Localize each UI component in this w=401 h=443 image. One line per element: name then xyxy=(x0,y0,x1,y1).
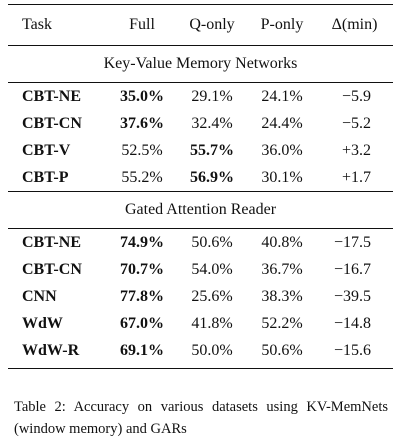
caption: Table 2: Accuracy on various datasets us… xyxy=(14,399,388,437)
results-table: Task Full Q-only P-only Δ(min) Key-Value… xyxy=(8,4,393,369)
cell: 38.3% xyxy=(261,287,303,305)
row: CBT-NE 74.9% 50.6% 40.8% −17.5 xyxy=(8,229,393,257)
cell: CNN xyxy=(22,287,57,305)
cell: 54.0% xyxy=(191,260,233,278)
cell: 67.0% xyxy=(120,314,164,332)
header-cell: P-only xyxy=(248,4,316,46)
row: WdW 67.0% 41.8% 52.2% −14.8 xyxy=(8,310,393,337)
cell: 36.7% xyxy=(261,260,303,278)
cell: 50.6% xyxy=(191,233,233,251)
cell: −14.8 xyxy=(333,314,371,332)
header-row: Task Full Q-only P-only Δ(min) xyxy=(8,4,393,46)
table-wrap: Task Full Q-only P-only Δ(min) Key-Value… xyxy=(8,4,393,369)
cell: 50.6% xyxy=(248,337,316,369)
cell: 55.2% xyxy=(121,168,163,186)
row: WdW-R 69.1% 50.0% 50.6% −15.6 xyxy=(8,337,393,369)
header-cell: Q-only xyxy=(176,4,248,46)
cell: +1.7 xyxy=(341,168,371,186)
cell: −5.2 xyxy=(341,114,371,132)
cell: −15.6 xyxy=(316,337,393,369)
cell: 69.1% xyxy=(108,337,176,369)
cell: 50.0% xyxy=(176,337,248,369)
row: CBT-V 52.5% 55.7% 36.0% +3.2 xyxy=(8,137,393,164)
row: CNN 77.8% 25.6% 38.3% −39.5 xyxy=(8,283,393,310)
cell: CBT-V xyxy=(22,141,71,159)
cell: 32.4% xyxy=(191,114,233,132)
cell: WdW xyxy=(22,314,63,332)
cell: 41.8% xyxy=(191,314,233,332)
cell: 37.6% xyxy=(120,114,164,132)
cell: CBT-CN xyxy=(22,260,82,278)
cell: 29.1% xyxy=(191,87,233,105)
cell: +3.2 xyxy=(341,141,371,159)
cell: 77.8% xyxy=(120,287,164,305)
cell: 70.7% xyxy=(120,260,164,278)
cell: 36.0% xyxy=(261,141,303,159)
header-cell: Δ(min) xyxy=(316,4,393,46)
cell: 40.8% xyxy=(261,233,303,251)
section-row: Key-Value Memory Networks xyxy=(8,45,393,83)
cell: 74.9% xyxy=(120,233,164,251)
cell: WdW-R xyxy=(8,337,108,369)
section-title: Key-Value Memory Networks xyxy=(8,45,393,83)
cell: 52.2% xyxy=(261,314,303,332)
cell: −16.7 xyxy=(333,260,371,278)
cell: 52.5% xyxy=(121,141,163,159)
cell: 30.1% xyxy=(261,168,303,186)
row: CBT-CN 70.7% 54.0% 36.7% −16.7 xyxy=(8,256,393,283)
section-title: Gated Attention Reader xyxy=(8,191,393,229)
cell: 55.7% xyxy=(190,141,234,159)
cell: CBT-P xyxy=(22,168,69,186)
cell: 56.9% xyxy=(190,168,234,186)
cell: 24.4% xyxy=(261,114,303,132)
cell: CBT-CN xyxy=(22,114,82,132)
cell: −17.5 xyxy=(333,233,371,251)
header-cell: Task xyxy=(8,4,108,46)
header-cell: Full xyxy=(108,4,176,46)
row: CBT-P 55.2% 56.9% 30.1% +1.7 xyxy=(8,164,393,192)
cell: 25.6% xyxy=(191,287,233,305)
cell: CBT-NE xyxy=(22,87,81,105)
cell: CBT-NE xyxy=(22,233,81,251)
cell: −5.9 xyxy=(341,87,371,105)
cell: −39.5 xyxy=(333,287,371,305)
section-row: Gated Attention Reader xyxy=(8,191,393,229)
cell: 24.1% xyxy=(261,87,303,105)
row: CBT-CN 37.6% 32.4% 24.4% −5.2 xyxy=(8,110,393,137)
row: CBT-NE 35.0% 29.1% 24.1% −5.9 xyxy=(8,83,393,111)
cell: 35.0% xyxy=(120,87,164,105)
